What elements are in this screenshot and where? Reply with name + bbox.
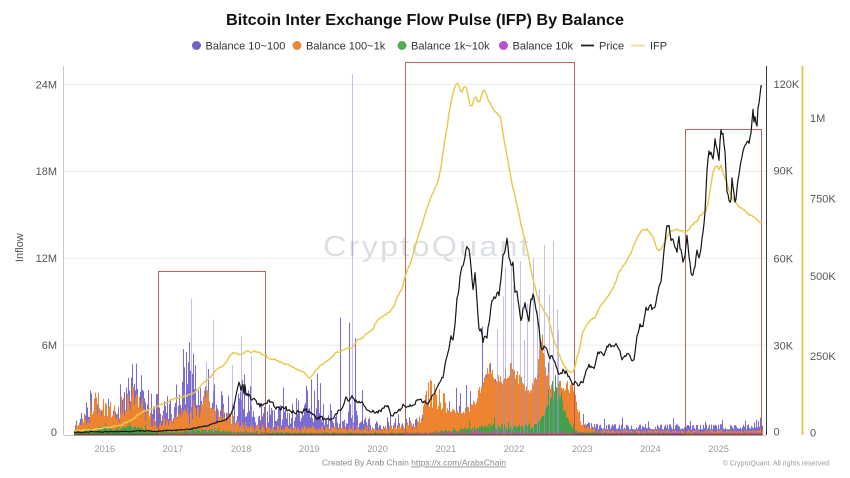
svg-text:© CryptoQuant. All rights rese: © CryptoQuant. All rights reserved (723, 460, 829, 468)
svg-text:1M: 1M (810, 113, 825, 125)
svg-text:Balance 10~100: Balance 10~100 (206, 41, 286, 53)
svg-text:2021: 2021 (435, 444, 456, 454)
svg-text:2024: 2024 (640, 444, 661, 454)
svg-text:30K: 30K (774, 340, 794, 352)
svg-text:0: 0 (51, 427, 57, 439)
svg-text:18M: 18M (36, 166, 57, 178)
svg-text:60K: 60K (774, 253, 794, 265)
svg-text:0: 0 (774, 427, 780, 439)
svg-text:0: 0 (810, 428, 816, 440)
svg-text:Inflow: Inflow (14, 233, 26, 262)
svg-text:Created By Arab Chain https://: Created By Arab Chain https://x.com/Arab… (322, 458, 507, 468)
svg-text:2016: 2016 (94, 444, 115, 454)
svg-text:6M: 6M (42, 340, 57, 352)
svg-text:120K: 120K (774, 79, 800, 91)
svg-text:500K: 500K (810, 271, 836, 283)
svg-text:2020: 2020 (367, 444, 388, 454)
svg-text:Price: Price (599, 41, 624, 53)
svg-text:2018: 2018 (231, 444, 252, 454)
svg-text:Balance 1k~10k: Balance 1k~10k (411, 41, 490, 53)
svg-text:Bitcoin Inter Exchange Flow Pu: Bitcoin Inter Exchange Flow Pulse (IFP) … (226, 12, 624, 29)
svg-text:90K: 90K (774, 165, 794, 177)
svg-text:IFP: IFP (650, 41, 667, 53)
svg-text:2023: 2023 (572, 444, 593, 454)
svg-text:250K: 250K (810, 351, 836, 363)
svg-text:750K: 750K (810, 194, 836, 206)
svg-text:24M: 24M (36, 79, 57, 91)
svg-text:Balance 100~1k: Balance 100~1k (306, 41, 386, 53)
svg-text:12M: 12M (36, 253, 57, 265)
svg-text:CryptoQuant: CryptoQuant (323, 231, 531, 263)
svg-text:2019: 2019 (299, 444, 320, 454)
svg-text:2025: 2025 (708, 444, 729, 454)
svg-text:2022: 2022 (504, 444, 525, 454)
svg-text:Balance 10k: Balance 10k (513, 41, 574, 53)
svg-text:2017: 2017 (163, 444, 184, 454)
